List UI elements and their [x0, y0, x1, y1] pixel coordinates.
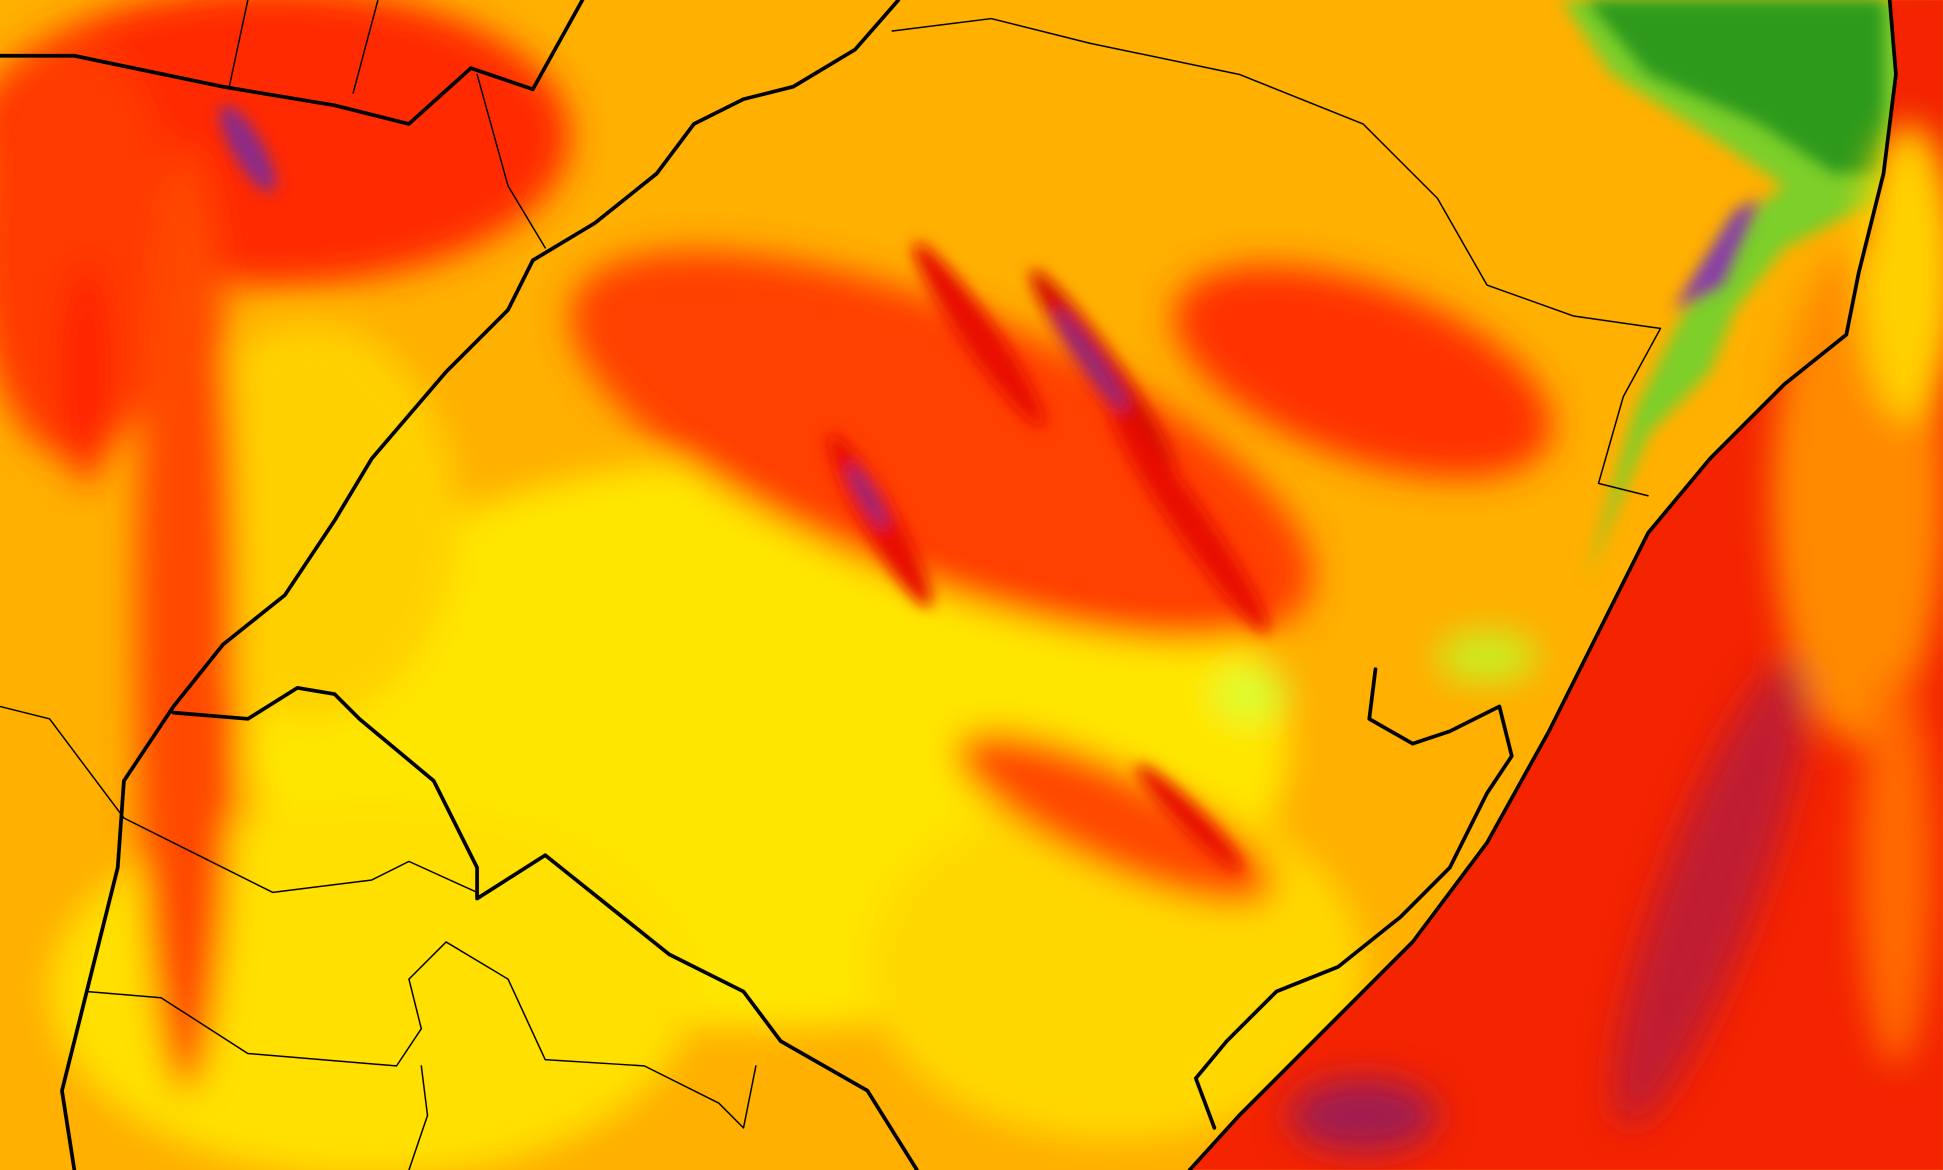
purple-core: [1672, 198, 1760, 310]
green-core: [1586, 0, 1884, 174]
field-ocean: [1288, 123, 1943, 1153]
streaks: [219, 105, 1270, 872]
borders: [0, 0, 1898, 1170]
